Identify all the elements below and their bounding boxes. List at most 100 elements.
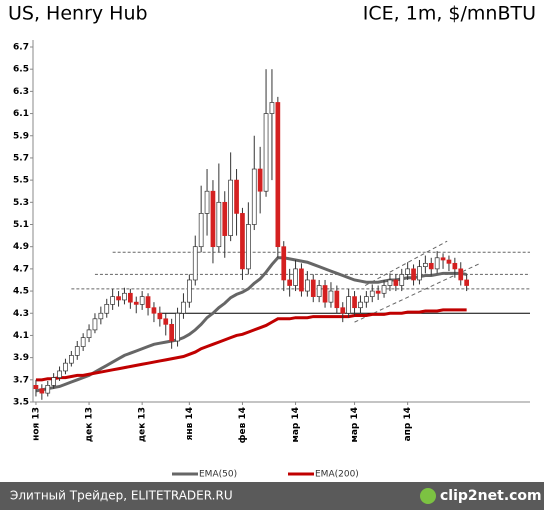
- candle-body: [305, 279, 310, 292]
- candle-body: [98, 312, 104, 320]
- candle-body: [458, 268, 464, 281]
- candle-body: [464, 279, 469, 286]
- candle-body: [45, 385, 51, 394]
- candle-body: [381, 285, 387, 294]
- candle-body: [128, 292, 133, 303]
- candle-body: [275, 102, 281, 248]
- candle-body: [411, 268, 416, 281]
- candle-body: [133, 301, 139, 305]
- y-tick-label: 3.7: [13, 375, 29, 385]
- candle-body: [322, 285, 328, 303]
- candle-body: [110, 296, 116, 305]
- candle-body: [328, 290, 334, 303]
- y-tick-label: 4.3: [13, 309, 29, 319]
- x-tick-label: фев 14: [238, 407, 248, 443]
- candle-body: [145, 296, 151, 309]
- candle-body: [33, 385, 39, 390]
- candle-body: [281, 246, 287, 281]
- candle-body: [68, 355, 74, 364]
- candle-body: [364, 296, 369, 303]
- x-tick-label: ноя 13: [31, 407, 41, 441]
- candle-body: [181, 301, 186, 314]
- x-tick-label: янв 14: [185, 407, 195, 440]
- candle-body: [63, 362, 68, 372]
- y-tick-label: 5.1: [13, 220, 29, 230]
- candle-body: [175, 312, 180, 342]
- x-tick-label: апр 14: [403, 407, 413, 441]
- y-tick-label: 4.7: [13, 264, 29, 274]
- chart-title: US, Henry Hub: [8, 3, 148, 25]
- x-tick-label: дек 13: [138, 407, 148, 442]
- candle-body: [51, 377, 57, 386]
- candle-body: [405, 268, 410, 275]
- logo-icon: [420, 488, 436, 504]
- y-tick-label: 4.9: [13, 242, 29, 252]
- candle-body: [222, 201, 228, 236]
- candle-body: [92, 318, 98, 331]
- candle-body: [358, 301, 363, 309]
- candle-body: [57, 370, 62, 378]
- x-tick-label: мар 14: [291, 407, 301, 443]
- candle-body: [452, 262, 458, 270]
- candle-body: [393, 279, 399, 286]
- y-tick-label: 5.3: [13, 198, 29, 208]
- candle-body: [417, 266, 422, 281]
- candle-body: [228, 179, 233, 236]
- y-tick-label: 4.5: [13, 287, 29, 297]
- candle-body: [151, 307, 157, 314]
- candle-body: [428, 262, 434, 270]
- legend-label: EMA(50): [199, 470, 237, 480]
- y-tick-label: 6.1: [13, 109, 29, 119]
- candle-body: [204, 190, 210, 214]
- x-tick-label: мар 14: [350, 407, 360, 443]
- candle-body: [116, 296, 121, 301]
- footer-watermark: clip2net.com: [440, 488, 542, 504]
- candle-body: [122, 292, 127, 301]
- candle-body: [369, 290, 375, 297]
- candle-body: [446, 259, 452, 264]
- y-tick-label: 5.5: [13, 176, 29, 186]
- candle-body: [340, 307, 346, 314]
- candle-body: [346, 296, 351, 314]
- legend-label: EMA(200): [315, 470, 359, 480]
- candle-body: [216, 201, 222, 248]
- candle-body: [198, 213, 204, 248]
- y-tick-label: 6.3: [13, 87, 29, 97]
- y-tick-label: 4.1: [13, 331, 29, 341]
- candle-body: [440, 257, 446, 261]
- channel-line: [364, 240, 448, 286]
- footer-source: Элитный Трейдер, ELITETRADER.RU: [10, 489, 233, 503]
- candle-body: [287, 279, 292, 286]
- chart-subtitle: ICE, 1m, $/mnBTU: [363, 3, 536, 25]
- y-tick-label: 5.9: [13, 131, 29, 141]
- candle-body: [210, 190, 216, 248]
- y-tick-label: 3.5: [13, 398, 29, 408]
- candle-body: [263, 113, 269, 192]
- candle-body: [139, 296, 145, 305]
- candle-body: [169, 323, 174, 342]
- candle-body: [387, 279, 393, 286]
- ema-line: [35, 308, 467, 382]
- candle-body: [399, 274, 405, 286]
- candle-body: [234, 179, 239, 214]
- candle-body: [39, 388, 45, 394]
- candle-body: [240, 213, 245, 270]
- candle-body: [251, 168, 257, 225]
- candle-body: [334, 290, 340, 309]
- y-tick-label: 5.7: [13, 153, 29, 163]
- candle-body: [192, 246, 198, 281]
- candle-body: [163, 318, 169, 325]
- candle-body: [246, 224, 251, 270]
- candle-body: [293, 268, 298, 286]
- footer-bar: [0, 482, 544, 510]
- candle-body: [269, 102, 275, 114]
- y-tick-label: 6.7: [13, 43, 29, 53]
- candle-body: [187, 279, 192, 303]
- candle-body: [86, 329, 92, 339]
- candle-body: [74, 346, 80, 356]
- candle-body: [423, 262, 428, 268]
- candle-body: [104, 304, 110, 314]
- x-tick-label: дек 13: [85, 407, 95, 442]
- candle-body: [352, 296, 357, 309]
